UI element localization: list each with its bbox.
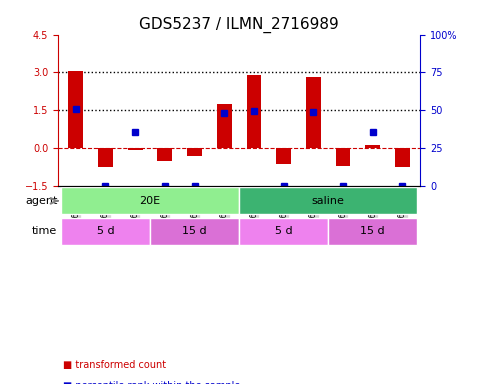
Text: GSM569783: GSM569783 bbox=[279, 190, 288, 241]
Text: GSM569786: GSM569786 bbox=[190, 190, 199, 241]
Text: GSM569779: GSM569779 bbox=[71, 190, 80, 241]
FancyBboxPatch shape bbox=[239, 187, 417, 215]
Text: ■ percentile rank within the sample: ■ percentile rank within the sample bbox=[63, 381, 240, 384]
Bar bbox=[395, 148, 410, 167]
Bar bbox=[217, 104, 232, 148]
Text: GSM569787: GSM569787 bbox=[220, 190, 229, 241]
FancyBboxPatch shape bbox=[61, 187, 239, 215]
Bar bbox=[157, 148, 172, 161]
Text: 5 d: 5 d bbox=[97, 226, 114, 236]
Text: GSM569782: GSM569782 bbox=[249, 190, 258, 241]
Text: GSM569781: GSM569781 bbox=[131, 190, 140, 241]
Bar bbox=[128, 148, 142, 151]
Bar bbox=[365, 146, 380, 148]
Bar bbox=[187, 148, 202, 156]
FancyBboxPatch shape bbox=[61, 217, 150, 245]
Text: GSM569785: GSM569785 bbox=[160, 190, 170, 241]
Text: GSM569784: GSM569784 bbox=[309, 190, 318, 241]
Text: 5 d: 5 d bbox=[275, 226, 292, 236]
Text: GSM569790: GSM569790 bbox=[398, 190, 407, 241]
Bar bbox=[276, 148, 291, 164]
FancyBboxPatch shape bbox=[239, 217, 328, 245]
Bar bbox=[246, 75, 261, 148]
Text: GSM569780: GSM569780 bbox=[101, 190, 110, 241]
Text: time: time bbox=[32, 226, 57, 236]
Bar bbox=[69, 71, 83, 148]
Text: 20E: 20E bbox=[140, 196, 160, 206]
Text: 15 d: 15 d bbox=[182, 226, 207, 236]
Text: agent: agent bbox=[25, 196, 57, 206]
Bar bbox=[306, 78, 321, 148]
Text: ■ transformed count: ■ transformed count bbox=[63, 360, 166, 370]
Bar bbox=[336, 148, 351, 166]
Text: 15 d: 15 d bbox=[360, 226, 385, 236]
FancyBboxPatch shape bbox=[328, 217, 417, 245]
Bar bbox=[98, 148, 113, 167]
Title: GDS5237 / ILMN_2716989: GDS5237 / ILMN_2716989 bbox=[139, 17, 339, 33]
Text: GSM569789: GSM569789 bbox=[368, 190, 377, 241]
FancyBboxPatch shape bbox=[150, 217, 239, 245]
Text: saline: saline bbox=[312, 196, 344, 206]
Text: GSM569788: GSM569788 bbox=[339, 190, 347, 241]
